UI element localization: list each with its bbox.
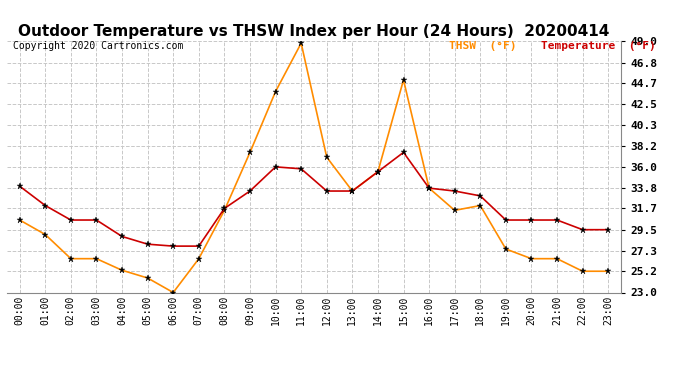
Text: Temperature  (°F): Temperature (°F): [541, 41, 656, 51]
Text: Copyright 2020 Cartronics.com: Copyright 2020 Cartronics.com: [13, 41, 184, 51]
Title: Outdoor Temperature vs THSW Index per Hour (24 Hours)  20200414: Outdoor Temperature vs THSW Index per Ho…: [18, 24, 610, 39]
Text: THSW  (°F): THSW (°F): [449, 41, 517, 51]
